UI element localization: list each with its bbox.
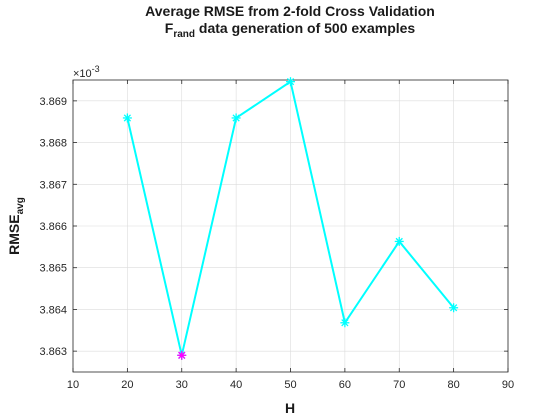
title2-base: F: [165, 20, 174, 36]
x-tick-label: 80: [448, 379, 460, 391]
x-tick-label: 30: [176, 379, 188, 391]
title2-subscript: rand: [173, 29, 195, 40]
grid-lines: [72, 80, 509, 372]
y-tick-label: 3.868: [39, 138, 67, 150]
x-tick-label: 90: [502, 379, 514, 391]
y-tick-label: 3.869: [39, 96, 67, 108]
axis-ticks: 10 20 30 40 50 60 70 80 90 3.863 3.864 3.865 3.866 3.…: [39, 80, 514, 391]
data-point-marker: [122, 113, 132, 123]
data-point-marker: [231, 113, 241, 123]
x-tick-label: 20: [121, 379, 133, 391]
x-tick-label: 50: [284, 379, 296, 391]
data-point-marker: [340, 318, 350, 328]
chart-title-line2: Frand data generation of 500 examples: [165, 20, 416, 40]
x-axis-label: H: [285, 400, 295, 416]
y-axis-label: RMSEavg: [6, 197, 26, 255]
data-point-marker: [286, 77, 295, 87]
y-tick-label: 3.863: [39, 346, 67, 358]
title2-rest: data generation of 500 examples: [195, 20, 415, 36]
y-tick-label: 3.864: [39, 304, 67, 316]
data-point-marker: [449, 303, 459, 313]
y-tick-label: 3.866: [39, 221, 67, 233]
data-point-marker: [394, 236, 404, 246]
y-exponent-label: ×10-3: [73, 64, 100, 80]
x-tick-label: 60: [339, 379, 351, 391]
min-point-marker: [177, 350, 187, 360]
x-tick-label: 10: [67, 379, 79, 391]
chart-title-line1: Average RMSE from 2-fold Cross Validatio…: [145, 3, 435, 19]
y-tick-label: 3.865: [39, 263, 67, 275]
x-tick-label: 40: [230, 379, 242, 391]
y-tick-label: 3.867: [39, 179, 67, 191]
x-tick-label: 70: [393, 379, 405, 391]
data-series: [122, 77, 459, 360]
